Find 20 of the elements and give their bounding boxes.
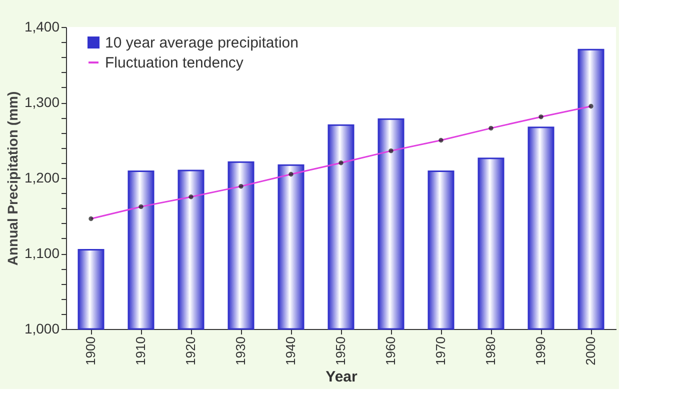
x-tick-label: 1920 [183,336,198,366]
x-tick-label: 1980 [483,336,498,366]
x-tick-label: 1910 [133,336,148,366]
y-axis-title: Annual Precipitation (mm) [4,91,20,266]
x-tick-label: 1900 [83,336,98,366]
x-axis-title: Year [326,368,358,386]
y-tick-label: 1,400 [24,18,60,34]
x-tick-label: 1950 [333,336,348,366]
legend-label: 10 year average precipitation [105,34,298,52]
y-tick-label: 1,200 [24,170,60,186]
y-tick-label: 1,000 [24,320,60,336]
x-tick-label: 1940 [283,336,298,366]
x-tick-label: 1930 [233,336,248,366]
x-tick-label: 1970 [433,336,448,366]
x-tick-label: 1960 [383,336,398,366]
x-tick-label: 2000 [583,336,598,366]
legend-label: Fluctuation tendency [105,54,244,72]
y-tick-label: 1,300 [24,94,60,110]
x-tick-label: 1990 [533,336,548,366]
y-tick-label: 1,100 [24,245,60,261]
